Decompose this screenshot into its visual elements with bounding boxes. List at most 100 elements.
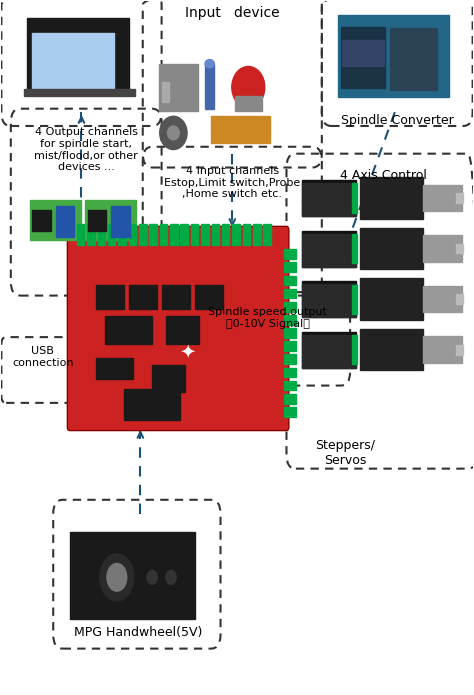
Bar bbox=[302, 309, 356, 312]
Bar bbox=[302, 359, 356, 363]
Bar bbox=[302, 345, 356, 348]
Bar bbox=[139, 224, 146, 245]
Text: ✦: ✦ bbox=[179, 343, 196, 361]
Bar bbox=[423, 286, 462, 312]
Bar bbox=[302, 349, 356, 353]
Bar bbox=[456, 294, 463, 304]
Bar bbox=[222, 224, 229, 245]
Bar bbox=[302, 354, 356, 358]
Ellipse shape bbox=[100, 554, 134, 601]
Bar bbox=[341, 27, 385, 88]
Bar bbox=[284, 394, 296, 404]
Ellipse shape bbox=[107, 564, 127, 591]
Bar bbox=[128, 224, 136, 245]
Text: Spindle speed output
（0-10V Signal）: Spindle speed output （0-10V Signal） bbox=[208, 307, 327, 329]
Bar bbox=[211, 116, 270, 142]
Bar bbox=[124, 389, 181, 420]
Bar bbox=[302, 180, 356, 216]
Bar bbox=[284, 354, 296, 364]
Bar bbox=[243, 224, 250, 245]
Ellipse shape bbox=[205, 60, 214, 68]
Bar bbox=[302, 363, 356, 368]
Bar bbox=[456, 193, 463, 203]
Bar bbox=[302, 234, 356, 238]
Bar bbox=[118, 224, 126, 245]
Bar bbox=[284, 302, 296, 311]
Bar bbox=[284, 368, 296, 377]
Bar bbox=[284, 250, 296, 259]
Bar bbox=[302, 289, 356, 293]
Bar bbox=[302, 304, 356, 307]
Bar bbox=[152, 365, 185, 393]
Bar bbox=[88, 211, 107, 231]
Text: 4 Output channels
for spindle start,
mist/flood,or other
devices ...: 4 Output channels for spindle start, mis… bbox=[34, 127, 138, 172]
Bar bbox=[423, 336, 462, 363]
Bar bbox=[162, 285, 190, 309]
Bar bbox=[302, 183, 356, 187]
Bar bbox=[284, 262, 296, 272]
Bar bbox=[30, 200, 81, 240]
Bar bbox=[423, 235, 462, 262]
Bar bbox=[162, 83, 169, 101]
Ellipse shape bbox=[147, 571, 157, 584]
Bar bbox=[87, 224, 95, 245]
Bar bbox=[352, 335, 357, 364]
Bar bbox=[360, 329, 423, 370]
Bar bbox=[284, 315, 296, 325]
Bar bbox=[284, 288, 296, 298]
Bar bbox=[160, 224, 167, 245]
Bar bbox=[302, 188, 356, 192]
Ellipse shape bbox=[232, 67, 265, 108]
Bar bbox=[360, 278, 423, 320]
Bar bbox=[302, 253, 356, 257]
Bar bbox=[302, 243, 356, 247]
Bar bbox=[302, 313, 356, 317]
Bar bbox=[70, 532, 195, 619]
Bar bbox=[284, 341, 296, 351]
Bar bbox=[191, 224, 198, 245]
Bar bbox=[98, 224, 105, 245]
Bar bbox=[111, 206, 130, 237]
Bar bbox=[302, 263, 356, 266]
Bar bbox=[302, 284, 356, 288]
Bar bbox=[195, 285, 223, 309]
Bar bbox=[302, 193, 356, 197]
Bar bbox=[423, 336, 462, 363]
Bar bbox=[96, 358, 133, 379]
Bar bbox=[302, 340, 356, 343]
Bar bbox=[302, 332, 356, 368]
Bar bbox=[170, 224, 178, 245]
Bar bbox=[423, 235, 462, 262]
Bar bbox=[96, 285, 124, 309]
Bar bbox=[456, 345, 463, 354]
Bar bbox=[159, 64, 198, 111]
Bar bbox=[264, 224, 271, 245]
Bar bbox=[302, 238, 356, 243]
Bar bbox=[342, 40, 384, 67]
Text: MPG Handwheel(5V): MPG Handwheel(5V) bbox=[74, 626, 202, 639]
Bar bbox=[235, 95, 263, 111]
Bar bbox=[201, 224, 209, 245]
Text: 4 Input channels
Estop,Limit switch,Probe
,Home switch etc.: 4 Input channels Estop,Limit switch,Prob… bbox=[164, 166, 301, 199]
Ellipse shape bbox=[160, 116, 187, 149]
Bar bbox=[302, 335, 356, 338]
Bar bbox=[24, 89, 135, 96]
Bar bbox=[302, 281, 356, 317]
Bar bbox=[27, 18, 128, 92]
Bar bbox=[352, 234, 357, 263]
Bar bbox=[77, 224, 84, 245]
Bar bbox=[55, 206, 74, 237]
Bar bbox=[284, 381, 296, 391]
Bar bbox=[302, 248, 356, 252]
Bar bbox=[423, 286, 462, 312]
Bar bbox=[284, 407, 296, 417]
Bar bbox=[360, 177, 423, 219]
Bar bbox=[32, 33, 115, 88]
Bar bbox=[253, 224, 261, 245]
FancyBboxPatch shape bbox=[67, 227, 289, 431]
Bar bbox=[232, 224, 240, 245]
Bar bbox=[360, 228, 423, 269]
Bar bbox=[166, 316, 199, 344]
Text: Spindle Converter: Spindle Converter bbox=[341, 113, 454, 126]
Bar bbox=[85, 200, 136, 240]
